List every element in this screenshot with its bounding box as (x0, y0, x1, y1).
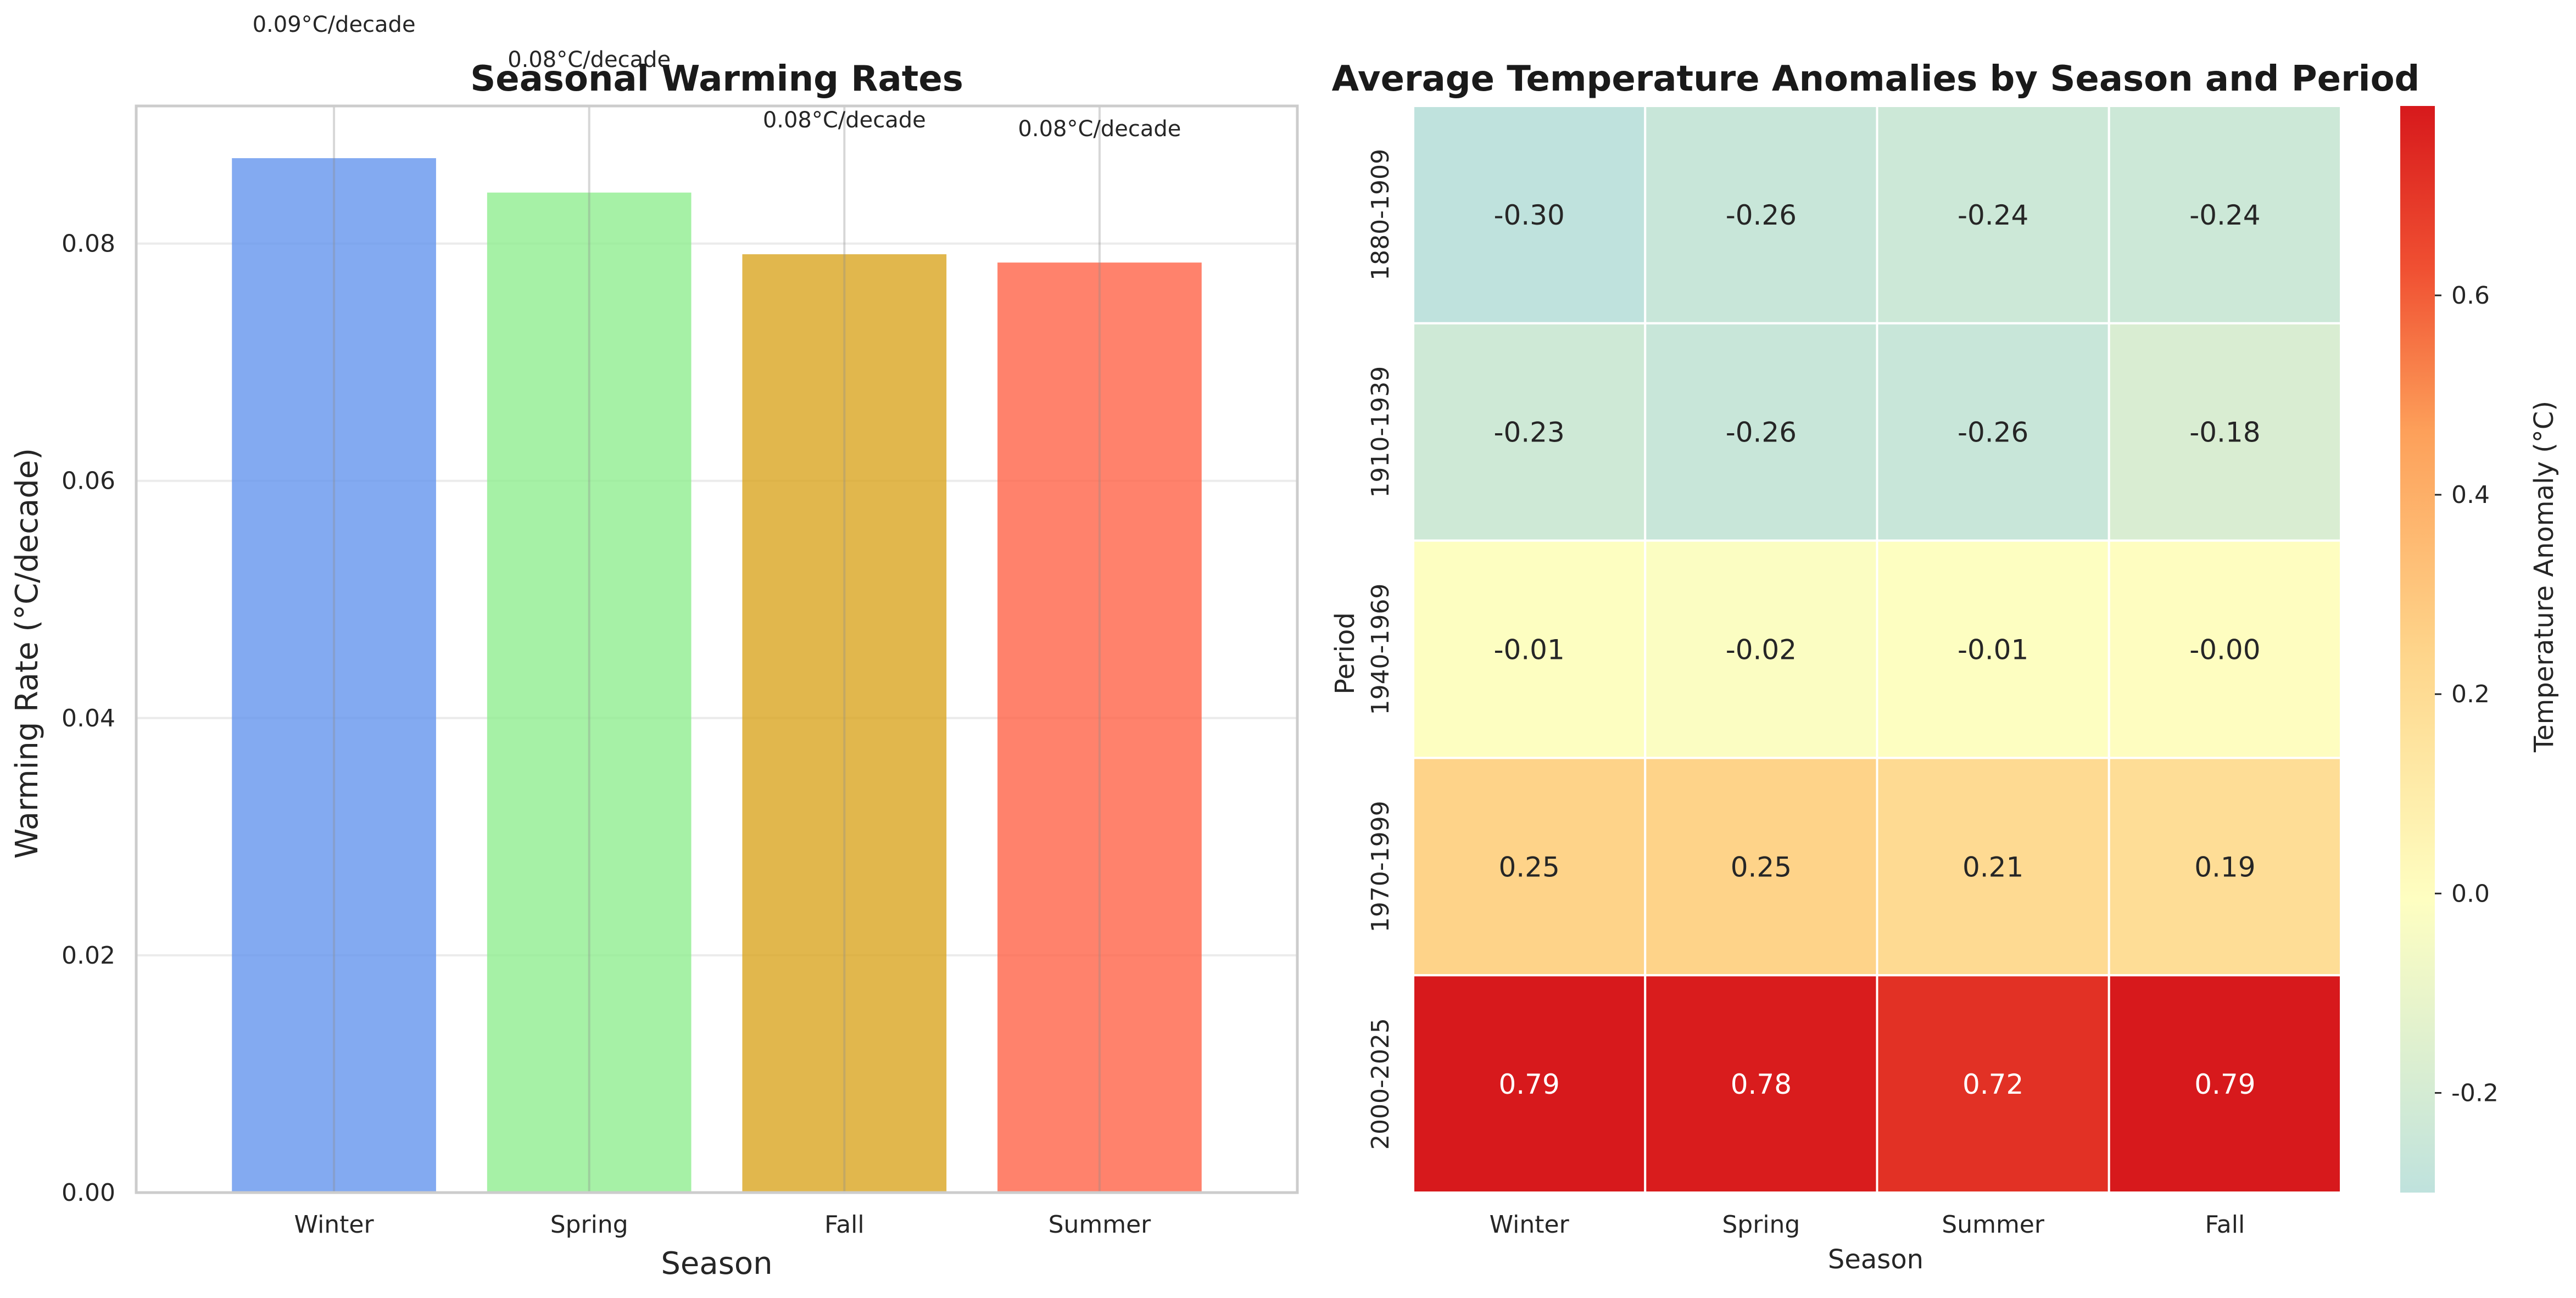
heatmap-y-tick-label: 1940-1969 (1367, 584, 1395, 715)
bar-value-label: 0.08°C/decade (1018, 116, 1181, 142)
heatmap-title: Average Temperature Anomalies by Season … (1332, 59, 2420, 99)
heatmap-cell (1876, 539, 2110, 759)
colorbar-tick-label: -0.2 (2451, 1079, 2499, 1107)
heatmap-cell-value: -0.26 (1958, 417, 2028, 449)
bar-y-tick-label: 0.04 (62, 704, 115, 732)
heatmap-cell-value: -0.01 (1493, 634, 1564, 666)
heatmap-cell (1876, 105, 2110, 324)
heatmap-y-axis-label: Period (1330, 612, 1361, 695)
bar-series (232, 158, 1202, 1193)
heatmap-cell (1876, 322, 2110, 542)
heatmap-y-ticks: 1880-1909 1910-1939 1940-1969 1970-1999 2000… (1367, 149, 1395, 1150)
bar-x-tick-label: Summer (1049, 1211, 1152, 1239)
heatmap-y-tick-label: 1970-1999 (1367, 801, 1395, 932)
heatmap-x-tick-label: Summer (1942, 1211, 2045, 1239)
bar-winter (232, 158, 436, 1193)
heatmap-x-tick-label: Spring (1722, 1211, 1800, 1239)
heatmap-cell-value: -0.24 (2189, 199, 2260, 231)
heatmap-cell (2107, 322, 2342, 542)
heatmap-cell (1644, 974, 1878, 1194)
heatmap-cell-value: -0.23 (1493, 417, 1564, 449)
heatmap-cell-value: -0.02 (1726, 634, 1797, 666)
heatmap-x-tick-label: Fall (2205, 1211, 2245, 1239)
colorbar-tick-label: 0.6 (2451, 282, 2490, 310)
bar-chart-title: Seasonal Warming Rates (470, 59, 963, 99)
bar-y-tick-label: 0.08 (62, 230, 115, 258)
bar-y-ticks: 0.00 0.02 0.04 0.06 0.08 (62, 230, 115, 1207)
heatmap-cell (1412, 974, 1647, 1194)
bar-y-tick-label: 0.06 (62, 467, 115, 495)
heatmap-cell (2107, 757, 2342, 977)
colorbar-tick-label: 0.0 (2451, 880, 2490, 908)
bar-x-axis-label: Season (661, 1246, 772, 1282)
heatmap-cells: -0.30 -0.26 -0.24 -0.24 -0.23 -0.26 -0.26 -0.18… (1412, 105, 2342, 1194)
bar-error-lines (333, 106, 1101, 1193)
heatmap-cell-value: -0.24 (1958, 199, 2028, 231)
heatmap-cell-value: 0.21 (1962, 851, 2023, 883)
heatmap-cell-value: -0.00 (2189, 634, 2260, 666)
heatmap-cell (1412, 539, 1647, 759)
colorbar-ticks: -0.2 0.0 0.2 0.4 0.6 (2435, 282, 2499, 1107)
bar-y-tick-label: 0.02 (62, 942, 115, 970)
heatmap-cell-value: -0.26 (1726, 199, 1797, 231)
heatmap-cell (1412, 757, 1647, 977)
bar-chart-panel: 0.00 0.02 0.04 0.06 0.08 Winter Spring Fall Sum… (9, 12, 1299, 1282)
heatmap-cell (1876, 757, 2110, 977)
heatmap-x-axis-label: Season (1828, 1244, 1923, 1275)
bar-plot-frame (135, 104, 1299, 1194)
bar-x-tick-label: Spring (550, 1211, 628, 1239)
heatmap-cell-value: -0.26 (1726, 417, 1797, 449)
heatmap-cell-value: -0.18 (2189, 417, 2260, 449)
heatmap-cell-value: 0.19 (2194, 851, 2255, 883)
bar-x-tick-label: Fall (824, 1211, 865, 1239)
heatmap-cell-value: -0.30 (1493, 199, 1564, 231)
bar-value-labels: 0.09°C/decade 0.08°C/decade 0.08°C/decade 0… (253, 12, 1181, 142)
bar-x-ticks: Winter Spring Fall Summer (294, 1211, 1152, 1239)
heatmap-cell-value: 0.25 (1498, 851, 1559, 883)
colorbar-tick-label: 0.4 (2451, 481, 2490, 509)
heatmap-cell-value: 0.79 (1498, 1068, 1559, 1100)
heatmap-cell (1412, 322, 1647, 542)
heatmap-cell-value: 0.78 (1731, 1068, 1792, 1100)
bar-value-label: 0.08°C/decade (508, 47, 671, 72)
heatmap-cell (2107, 105, 2342, 324)
heatmap-x-ticks: Winter Spring Summer Fall (1490, 1211, 2245, 1239)
heatmap-y-tick-label: 1880-1909 (1367, 149, 1395, 281)
bar-summer (997, 262, 1202, 1193)
heatmap-y-tick-label: 2000-2025 (1367, 1018, 1395, 1150)
heatmap-panel: -0.30 -0.26 -0.24 -0.24 -0.23 -0.26 -0.26 -0.18… (1330, 59, 2560, 1275)
bar-fall (742, 254, 947, 1193)
colorbar-label: Temperature Anomaly (°C) (2529, 401, 2560, 753)
heatmap-cell (2107, 974, 2342, 1194)
heatmap-cell-value: 0.25 (1731, 851, 1792, 883)
bar-y-axis-label: Warming Rate (°C/decade) (9, 448, 45, 859)
bar-y-tick-label: 0.00 (62, 1179, 115, 1207)
heatmap-x-tick-label: Winter (1490, 1211, 1570, 1239)
heatmap-cell-value: 0.79 (2194, 1068, 2255, 1100)
heatmap-cell-value: 0.72 (1962, 1068, 2023, 1100)
colorbar-tick-label: 0.2 (2451, 680, 2490, 708)
heatmap-cell-value: -0.01 (1958, 634, 2028, 666)
colorbar (2400, 106, 2435, 1193)
bar-value-label: 0.08°C/decade (763, 108, 926, 133)
heatmap-cell (1876, 974, 2110, 1194)
heatmap-y-tick-label: 1910-1939 (1367, 366, 1395, 498)
bar-x-tick-label: Winter (294, 1211, 375, 1239)
bar-spring (487, 192, 692, 1193)
heatmap-cell (2107, 539, 2342, 759)
bar-value-label: 0.09°C/decade (253, 12, 416, 37)
heatmap-cell (1644, 105, 1878, 324)
